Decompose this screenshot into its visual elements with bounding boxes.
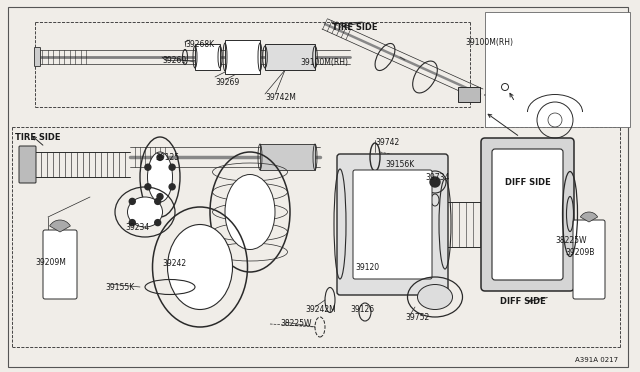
Wedge shape xyxy=(580,212,598,222)
Text: 38225W: 38225W xyxy=(280,320,312,328)
Text: A391A 0217: A391A 0217 xyxy=(575,357,618,363)
Text: 39156K: 39156K xyxy=(385,160,414,169)
FancyBboxPatch shape xyxy=(19,146,36,183)
Text: DIFF SIDE: DIFF SIDE xyxy=(500,298,546,307)
Circle shape xyxy=(145,184,151,190)
FancyBboxPatch shape xyxy=(337,154,448,295)
Text: 39269: 39269 xyxy=(215,77,239,87)
Circle shape xyxy=(157,193,163,200)
Text: 39125: 39125 xyxy=(155,153,179,161)
Circle shape xyxy=(145,164,151,170)
Bar xyxy=(458,87,480,102)
Text: 39734: 39734 xyxy=(425,173,449,182)
Ellipse shape xyxy=(417,285,452,310)
Text: 38225W: 38225W xyxy=(555,235,586,244)
Bar xyxy=(265,44,315,70)
Bar xyxy=(485,12,630,127)
Circle shape xyxy=(157,154,163,160)
Ellipse shape xyxy=(127,197,163,227)
Text: TIRE SIDE: TIRE SIDE xyxy=(332,22,378,32)
Circle shape xyxy=(129,198,135,204)
Ellipse shape xyxy=(168,224,232,310)
Bar xyxy=(195,44,220,70)
Wedge shape xyxy=(50,220,70,232)
Text: 39100M(RH): 39100M(RH) xyxy=(300,58,348,67)
Circle shape xyxy=(155,219,161,225)
FancyBboxPatch shape xyxy=(481,138,574,291)
Text: 39155K: 39155K xyxy=(105,282,134,292)
Text: 39120: 39120 xyxy=(355,263,379,272)
Circle shape xyxy=(169,184,175,190)
FancyBboxPatch shape xyxy=(353,170,432,279)
Text: 39269: 39269 xyxy=(162,55,186,64)
Text: 39268K: 39268K xyxy=(185,39,214,48)
Text: 39100M(RH): 39100M(RH) xyxy=(465,38,513,46)
Circle shape xyxy=(430,177,440,187)
Text: 39752: 39752 xyxy=(405,312,429,321)
Circle shape xyxy=(129,219,135,225)
Text: 39209M: 39209M xyxy=(35,257,66,266)
Circle shape xyxy=(169,164,175,170)
Text: TIRE SIDE: TIRE SIDE xyxy=(15,132,61,141)
Text: 39234: 39234 xyxy=(125,222,149,231)
FancyBboxPatch shape xyxy=(573,220,605,299)
Text: 39242M: 39242M xyxy=(305,305,336,314)
Ellipse shape xyxy=(147,152,173,202)
Text: 39209B: 39209B xyxy=(565,247,595,257)
Circle shape xyxy=(155,198,161,204)
Text: 39126: 39126 xyxy=(350,305,374,314)
Ellipse shape xyxy=(225,174,275,250)
Text: DIFF SIDE: DIFF SIDE xyxy=(505,177,551,186)
Text: 39242: 39242 xyxy=(162,260,186,269)
Bar xyxy=(225,40,260,74)
FancyBboxPatch shape xyxy=(35,48,40,67)
Bar xyxy=(260,144,315,170)
FancyBboxPatch shape xyxy=(43,230,77,299)
Text: 39742M: 39742M xyxy=(265,93,296,102)
Text: 39742: 39742 xyxy=(375,138,399,147)
FancyBboxPatch shape xyxy=(492,149,563,280)
